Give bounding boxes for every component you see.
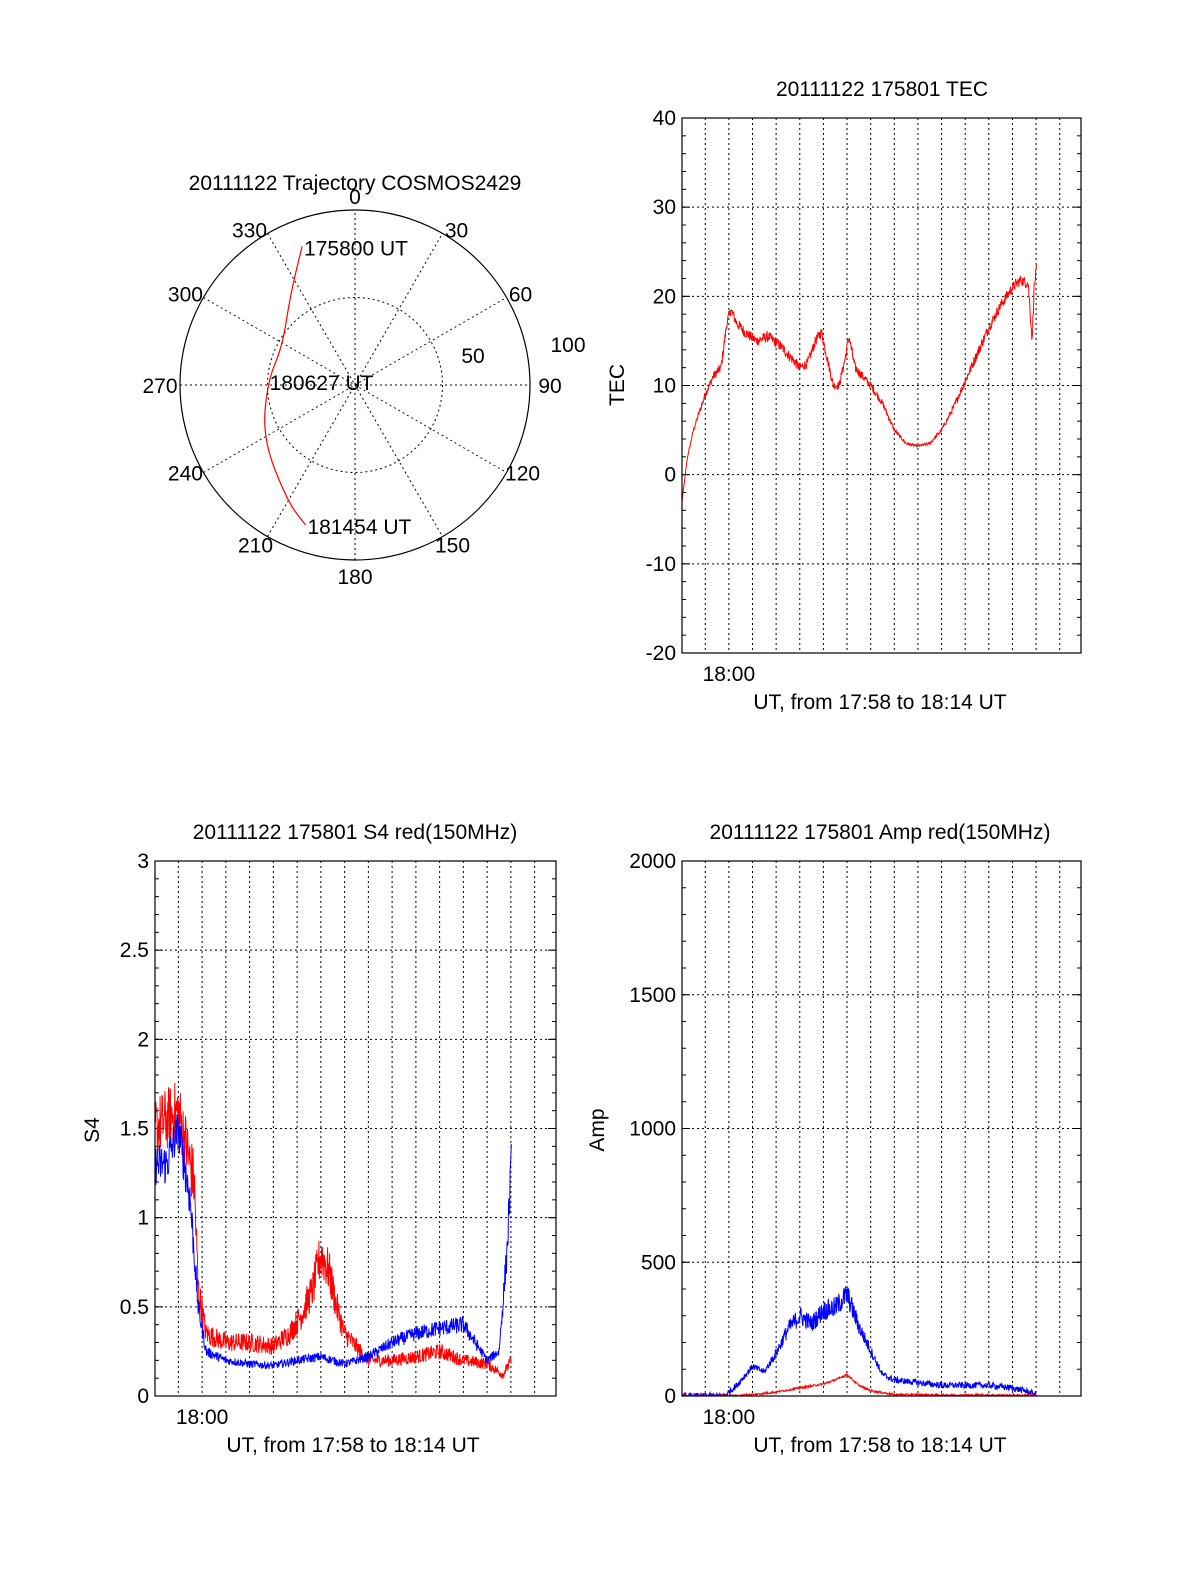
polar-angle-label: 60: [509, 284, 532, 307]
tec-ytick-label: -10: [646, 553, 676, 576]
s4-ytick-label: 0.5: [120, 1296, 149, 1319]
polar-spoke: [267, 233, 443, 537]
polar-angle-label: 30: [445, 219, 468, 242]
tec-ytick-label: 20: [653, 285, 676, 308]
s4-ytick-label: 0: [137, 1385, 149, 1408]
tec-title: 20111122 175801 TEC: [776, 78, 988, 101]
s4-plot-frame: [154, 860, 557, 1397]
s4-ytick-label: 1: [137, 1207, 149, 1230]
amp-ytick-label: 2000: [629, 850, 676, 873]
polar-radial-label: 100: [550, 334, 585, 357]
polar-angle-label: 300: [168, 284, 203, 307]
trajectory-time-label: 175800 UT: [304, 237, 408, 260]
polar-angle-label: 270: [142, 375, 177, 398]
tec-ytick-label: 10: [653, 375, 676, 398]
polar-angle-label: 240: [168, 463, 203, 486]
trajectory-line: [264, 246, 306, 526]
s4-xtick-label: 18:00: [176, 1406, 229, 1429]
s4-series-red: [155, 1082, 512, 1379]
polar-radial-label: 50: [461, 345, 484, 368]
amp-ytick-label: 1000: [629, 1118, 676, 1141]
polar-title: 20111122 Trajectory COSMOS2429: [189, 172, 522, 195]
amp-chart: 20111122 175801 Amp red(150MHz) UT, from…: [586, 821, 1082, 1457]
polar-angle-label: 120: [505, 463, 540, 486]
tec-ylabel: TEC: [606, 364, 629, 406]
polar-angle-label: 0: [349, 186, 361, 209]
amp-plot-frame: [681, 860, 1082, 1397]
polar-angle-label: 150: [435, 535, 470, 558]
tec-xtick-label: 18:00: [703, 663, 756, 686]
tec-ytick-label: 30: [653, 196, 676, 219]
s4-title: 20111122 175801 S4 red(150MHz): [193, 821, 518, 844]
s4-xlabel: UT, from 17:58 to 18:14 UT: [226, 1434, 479, 1457]
amp-xtick-label: 18:00: [703, 1406, 756, 1429]
amp-ytick-label: 1500: [629, 984, 676, 1007]
s4-series-blue: [155, 1113, 512, 1370]
polar-angle-label: 210: [238, 535, 273, 558]
amp-xlabel: UT, from 17:58 to 18:14 UT: [753, 1434, 1006, 1457]
amp-series-blue: [682, 1286, 1037, 1396]
tec-plot-frame: [681, 117, 1082, 654]
polar-angle-label: 180: [337, 566, 372, 589]
polar-grid-circle: [267, 297, 443, 473]
s4-ytick-label: 2: [137, 1028, 149, 1051]
polar-angle-label: 90: [538, 375, 561, 398]
s4-chart: 20111122 175801 S4 red(150MHz) UT, from …: [81, 821, 557, 1457]
polar-angle-label: 330: [232, 219, 267, 242]
tec-ytick-label: 0: [664, 464, 676, 487]
tec-series-red: [682, 264, 1037, 502]
amp-ytick-label: 500: [641, 1251, 676, 1274]
tec-ytick-label: 40: [653, 107, 676, 130]
s4-ytick-label: 1.5: [120, 1118, 149, 1141]
amp-ylabel: Amp: [586, 1108, 609, 1151]
tec-chart: 20111122 175801 TEC UT, from 17:58 to 18…: [606, 78, 1082, 714]
trajectory-time-label: 181454 UT: [307, 516, 411, 539]
amp-ytick-label: 0: [664, 1385, 676, 1408]
s4-ytick-label: 2.5: [120, 939, 149, 962]
s4-ylabel: S4: [81, 1117, 104, 1143]
amp-title: 20111122 175801 Amp red(150MHz): [710, 821, 1051, 844]
trajectory-polar-chart: 20111122 Trajectory COSMOS2429 0 30 60 90 12…: [142, 172, 585, 589]
tec-xlabel: UT, from 17:58 to 18:14 UT: [753, 691, 1006, 714]
s4-ytick-label: 3: [137, 850, 149, 873]
tec-ytick-label: -20: [646, 642, 676, 665]
trajectory-time-label: 180627 UT: [270, 372, 374, 395]
